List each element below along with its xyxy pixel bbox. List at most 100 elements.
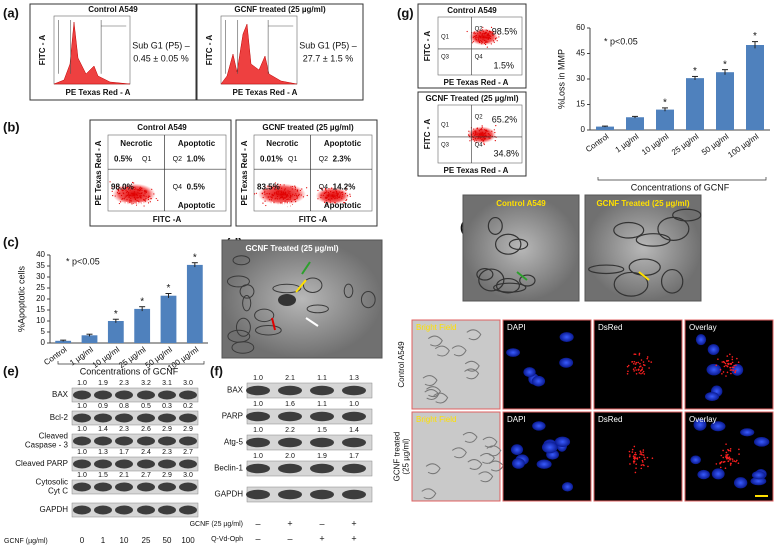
- dot: [336, 193, 339, 195]
- blot-band: [94, 459, 112, 469]
- red-signal: [729, 449, 731, 452]
- dot: [474, 132, 476, 134]
- dot: [497, 33, 500, 35]
- dot: [306, 194, 308, 197]
- dot: [286, 198, 288, 201]
- dot: [322, 194, 324, 196]
- dot: [127, 193, 129, 195]
- dot: [290, 186, 292, 188]
- red-signal: [642, 463, 644, 466]
- red-signal: [635, 457, 637, 459]
- dot: [485, 31, 487, 34]
- dot: [133, 194, 135, 197]
- dot: [323, 192, 326, 194]
- dot: [279, 186, 281, 188]
- organelle: [360, 290, 376, 309]
- red-signal: [732, 366, 735, 369]
- nucleus: [559, 332, 574, 342]
- red-signal: [734, 371, 737, 374]
- dot: [275, 197, 277, 199]
- dot: [284, 193, 286, 196]
- organelle: [302, 277, 323, 293]
- dot: [473, 131, 475, 133]
- red-signal: [738, 453, 740, 455]
- red-signal: [720, 454, 723, 457]
- row-label: BAX: [227, 386, 244, 395]
- y-tick-label: 0: [581, 125, 586, 134]
- dot: [261, 192, 263, 195]
- red-signal: [730, 363, 732, 366]
- red-signal: [640, 359, 643, 361]
- dot: [485, 132, 487, 134]
- dot: [147, 198, 150, 201]
- dot: [269, 196, 271, 198]
- dot: [474, 133, 476, 135]
- dot: [141, 187, 143, 189]
- red-signal: [632, 455, 635, 458]
- dot: [476, 127, 478, 130]
- significance-marker: *: [693, 66, 697, 77]
- band-ratio: 1.9: [98, 380, 108, 387]
- organelle: [232, 255, 251, 266]
- dot: [330, 197, 332, 200]
- dot: [484, 41, 487, 43]
- red-signal: [651, 457, 654, 460]
- red-signal: [644, 458, 646, 461]
- dot: [264, 193, 266, 195]
- dot: [267, 196, 269, 198]
- blot-band: [246, 385, 270, 396]
- dot: [496, 40, 498, 42]
- dot: [488, 36, 491, 38]
- dot: [143, 190, 145, 192]
- band-ratio: 0.9: [98, 403, 108, 410]
- dot: [143, 195, 145, 197]
- organelle: [343, 283, 354, 299]
- red-signal: [635, 369, 637, 371]
- dot: [128, 187, 130, 189]
- cell-outline: [464, 368, 480, 380]
- dot: [475, 130, 477, 132]
- dot: [481, 43, 483, 45]
- dot: [289, 198, 291, 201]
- row-label: Cytosolic: [36, 478, 68, 487]
- dot: [111, 190, 113, 192]
- red-signal: [642, 461, 644, 463]
- y-tick-label: 45: [576, 49, 585, 58]
- band-ratio: 1.9: [317, 453, 327, 460]
- dot: [157, 199, 159, 202]
- dot: [274, 192, 276, 194]
- red-signal: [724, 362, 727, 365]
- dot: [281, 196, 283, 199]
- organelle: [227, 329, 251, 343]
- y-axis-label: FITC - A: [38, 35, 47, 66]
- band-ratio: 3.1: [162, 380, 172, 387]
- dot: [276, 193, 278, 195]
- quadrant-name: Apoptotic: [324, 201, 362, 210]
- dot: [489, 34, 491, 36]
- dot: [469, 140, 471, 142]
- nucleus: [740, 428, 755, 437]
- condition-sign: +: [351, 533, 356, 543]
- dot: [294, 199, 296, 201]
- dot: [481, 29, 483, 31]
- dot: [147, 202, 150, 204]
- red-signal: [726, 371, 729, 374]
- cell-outline: [478, 471, 494, 483]
- dot: [488, 30, 491, 32]
- dot: [320, 196, 322, 199]
- dot: [287, 202, 289, 205]
- red-signal: [634, 451, 637, 454]
- red-signal: [629, 463, 631, 465]
- blot-band: [73, 413, 91, 423]
- band-ratio: 2.2: [285, 427, 295, 434]
- dot: [479, 41, 481, 43]
- dot: [278, 190, 280, 192]
- mitochondrion: [278, 294, 296, 306]
- blot-band: [246, 411, 270, 422]
- dot: [476, 135, 478, 137]
- blot-band: [115, 459, 133, 469]
- dot: [491, 135, 493, 137]
- dot: [471, 42, 473, 44]
- dot: [111, 187, 113, 189]
- red-signal: [735, 364, 737, 366]
